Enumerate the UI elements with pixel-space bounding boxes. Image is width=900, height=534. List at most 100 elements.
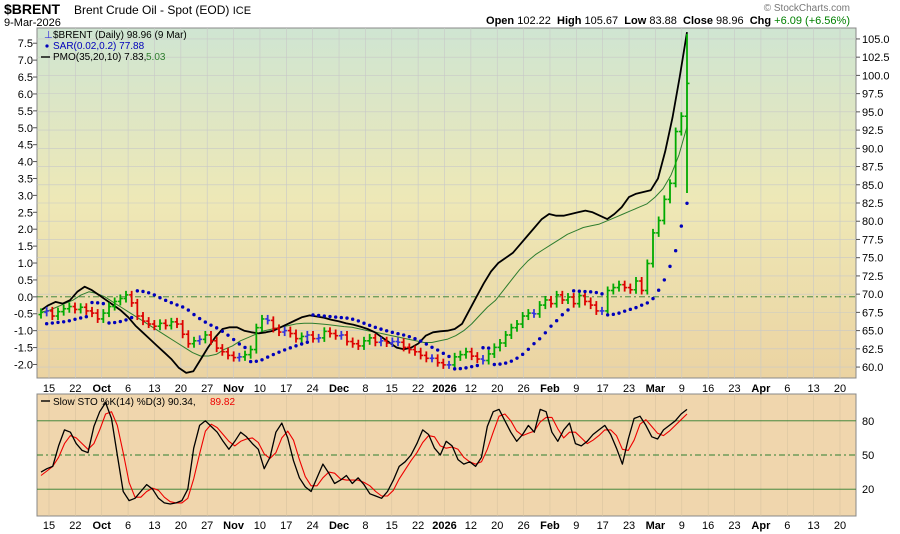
sar-dot [271, 352, 276, 357]
sar-dot [350, 317, 355, 321]
sar-dot [175, 303, 179, 307]
sar-dot [67, 319, 72, 323]
pmo-axis-label: 1.0 [18, 258, 33, 270]
sar-dot [345, 316, 349, 320]
chart-date: 9-Mar-2026 [4, 17, 61, 29]
x-tick-label-top: Dec [329, 383, 349, 395]
price-axis-label: 105.0 [862, 34, 890, 46]
x-tick-label-bottom: 6 [125, 520, 131, 532]
pmo-axis-label: 2.0 [18, 224, 33, 236]
sar-dot [628, 307, 633, 312]
sar-dot [209, 323, 213, 327]
sar-dot [311, 313, 315, 317]
stoch-legend-text: Slow STO %K(14) %D(3) 90.34, [53, 397, 196, 408]
sar-dot [645, 301, 650, 305]
open-label: Open [486, 15, 515, 27]
x-tick-label-bottom: 23 [728, 520, 740, 532]
sar-dot [305, 340, 310, 344]
x-tick-label-bottom: 20 [175, 520, 187, 532]
sar-dot [214, 326, 219, 330]
x-tick-label-top: 20 [175, 383, 187, 395]
sar-dot [685, 201, 689, 205]
price-axis-label: 85.0 [862, 180, 883, 192]
stoch-legend: Slow STO %K(14) %D(3) 90.34, 89.82 [41, 397, 235, 408]
sar-dot [656, 288, 661, 292]
x-tick-label-top: 8 [362, 383, 368, 395]
sar-dot [492, 362, 497, 367]
sar-dot [294, 344, 298, 348]
x-tick-label-top: 13 [148, 383, 160, 395]
sar-dot [78, 316, 83, 320]
sar-dot [254, 359, 259, 363]
sar-dot [107, 321, 111, 325]
pmo-signal-legend-text: 5.03 [146, 52, 166, 63]
x-tick-label-bottom: Oct [93, 520, 112, 532]
sar-dot [61, 320, 66, 324]
stoch-axis-label: 80 [862, 416, 874, 428]
pmo-axis-label: 2.5 [18, 207, 33, 219]
x-tick-label-top: 13 [808, 383, 820, 395]
x-tick-label-bottom: 15 [43, 520, 55, 532]
sar-dot [503, 361, 508, 365]
sar-dot [543, 331, 548, 335]
pmo-axis-label: 3.0 [18, 190, 33, 202]
x-tick-label-bottom: 20 [491, 520, 503, 532]
x-tick-label-top: 10 [254, 383, 266, 395]
sar-dot [243, 345, 247, 350]
sar-dot [186, 308, 191, 312]
sar-dot [639, 303, 644, 307]
sar-dot [390, 330, 395, 335]
stoch-d-legend-text: 89.82 [210, 397, 235, 408]
price-axis-label: 60.0 [862, 362, 883, 374]
sar-dot [401, 333, 406, 337]
pmo-axis-label: 5.5 [18, 106, 33, 118]
x-tick-label-bottom: 17 [597, 520, 609, 532]
description-text: Brent Crude Oil - Spot (EOD) [74, 3, 230, 17]
x-tick-label-top: 23 [623, 383, 635, 395]
stoch-d-line [40, 411, 688, 504]
sar-dot [112, 320, 117, 325]
sar-dot [622, 309, 627, 313]
x-tick-label-top: 22 [412, 383, 424, 395]
sar-dot [566, 308, 570, 312]
sar-dot [129, 315, 134, 320]
open-value: 102.22 [517, 15, 551, 27]
sar-dot [124, 318, 128, 322]
sar-dot [418, 339, 423, 343]
sar-dot [356, 319, 361, 323]
sar-dot [158, 296, 162, 300]
sar-dot [430, 345, 434, 350]
sar-dot [169, 301, 174, 305]
sar-dot [328, 314, 332, 319]
pmo-legend: PMO(35,20,10) 7.83, 5.03 [41, 52, 166, 63]
sar-dot [464, 366, 468, 370]
sar-dot [90, 300, 94, 305]
sar-dot [407, 334, 412, 339]
sar-dot [679, 224, 684, 228]
x-tick-label-top: 15 [43, 383, 55, 395]
x-tick-label-top: 12 [465, 383, 477, 395]
low-value: 83.88 [649, 15, 677, 27]
stoch-axis-label: 20 [862, 484, 874, 496]
price-axis-label: 97.5 [862, 89, 883, 101]
price-axis-label: 95.0 [862, 107, 883, 119]
sar-dot [611, 312, 616, 317]
sar-dot [367, 323, 372, 328]
price-axis-label: 77.5 [862, 234, 883, 246]
price-legend-text: $BRENT (Daily) 98.96 (9 Mar) [53, 30, 187, 41]
sar-dot [95, 301, 100, 305]
pmo-axis-label: 0.0 [18, 292, 33, 304]
sar-dot [220, 329, 225, 333]
sar-dot [384, 329, 389, 333]
sar-dot [515, 356, 519, 360]
price-axis-label: 70.0 [862, 289, 883, 301]
sar-dot [509, 359, 514, 363]
sar-dot [101, 301, 106, 306]
low-label: Low [624, 15, 647, 27]
chg-label: Chg [749, 15, 772, 27]
price-axis-label: 72.5 [862, 271, 883, 283]
exchange-text: ICE [232, 5, 252, 17]
sar-dot [316, 313, 321, 318]
pmo-axis-label: 5.0 [18, 123, 33, 135]
